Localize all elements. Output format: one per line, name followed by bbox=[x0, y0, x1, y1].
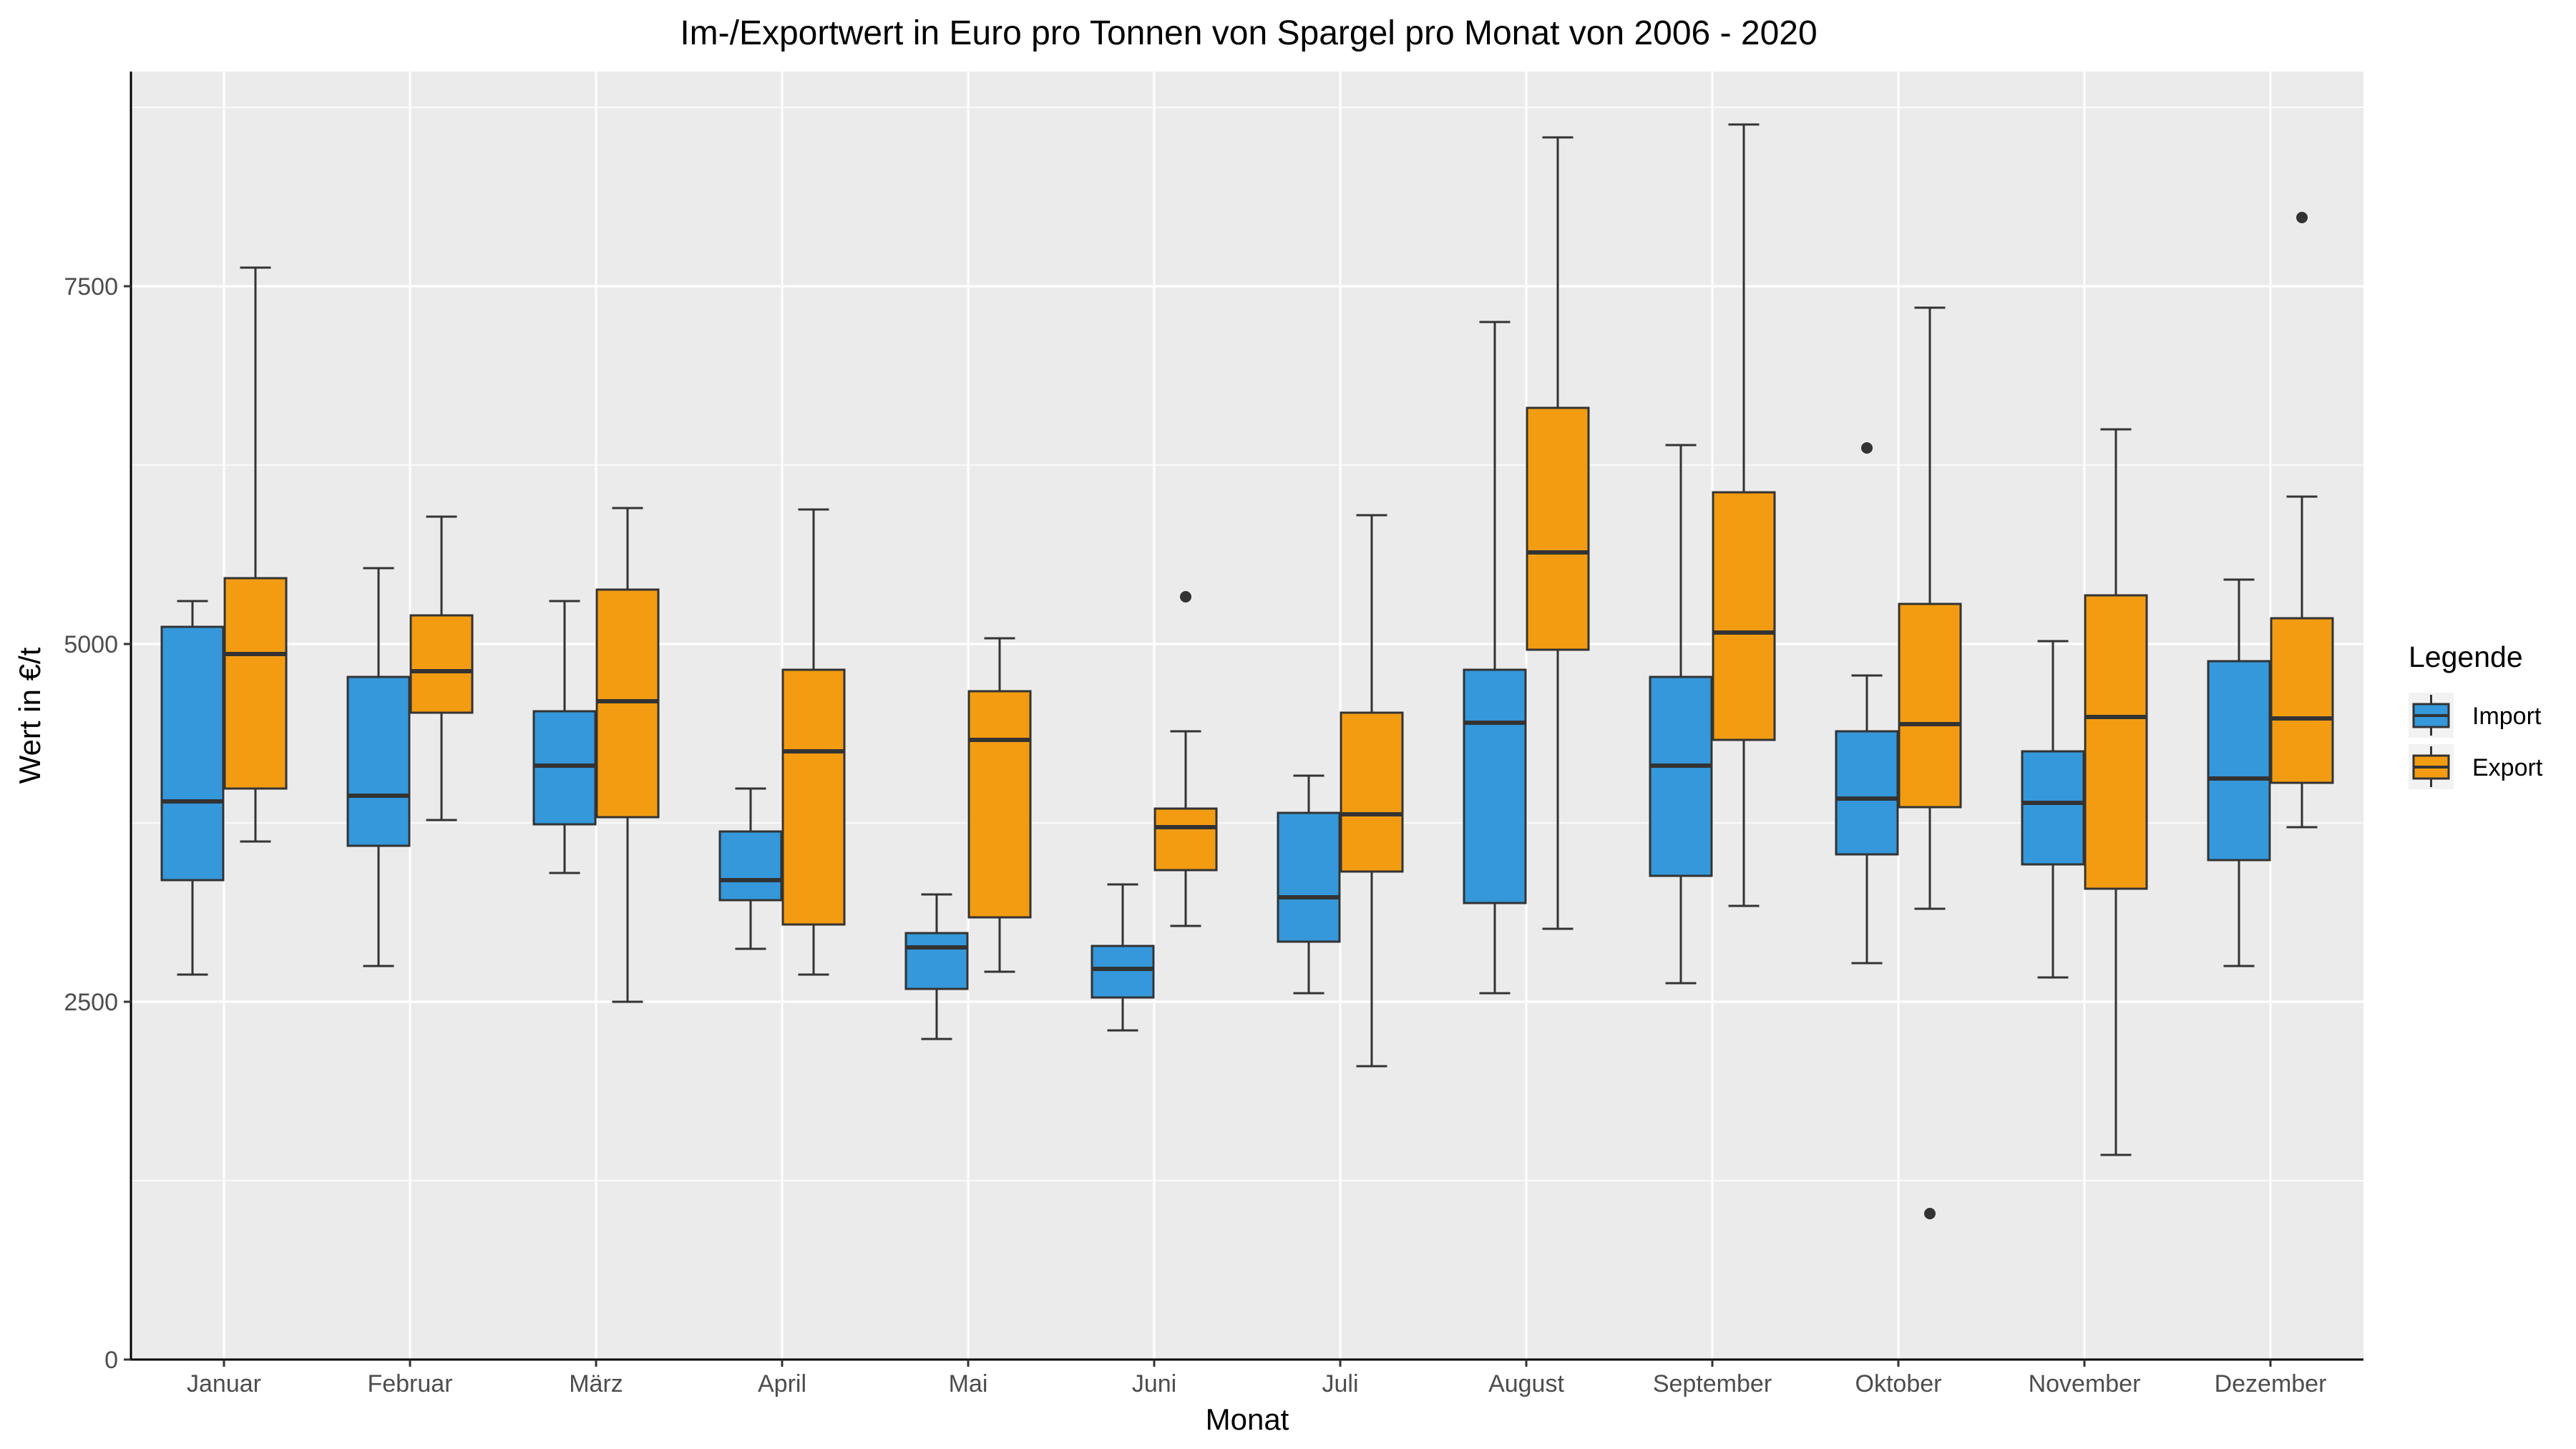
box-import-7 bbox=[1463, 321, 1527, 995]
box-import bbox=[1277, 811, 1341, 943]
box-import bbox=[2021, 750, 2085, 866]
legend-title: Legende bbox=[2409, 640, 2523, 673]
box-import-2 bbox=[532, 600, 597, 874]
outlier-point bbox=[1180, 591, 1191, 602]
box-import-8 bbox=[1649, 444, 1713, 985]
box-import bbox=[160, 625, 225, 882]
y-tick-label: 7500 bbox=[64, 273, 118, 301]
box-export bbox=[781, 668, 846, 926]
x-tick-label: November bbox=[2029, 1370, 2141, 1397]
box-import-5 bbox=[1091, 883, 1155, 1032]
box-export-11 bbox=[2270, 212, 2334, 829]
box-import bbox=[1091, 945, 1155, 999]
legend-items: Import Export bbox=[2409, 693, 2543, 789]
box-series bbox=[160, 123, 2334, 1219]
box-export-0 bbox=[223, 266, 288, 843]
box-import-4 bbox=[904, 893, 969, 1040]
outlier-point bbox=[2296, 212, 2308, 223]
box-import bbox=[1835, 730, 1899, 856]
x-tick-label: Oktober bbox=[1855, 1370, 1942, 1397]
box-export bbox=[967, 690, 1032, 919]
box-export-4 bbox=[967, 637, 1032, 973]
y-tick-label: 0 bbox=[104, 1347, 118, 1374]
x-tick-label: August bbox=[1488, 1370, 1564, 1397]
box-export bbox=[223, 577, 288, 790]
legend-item-import: Import bbox=[2409, 693, 2542, 738]
box-export bbox=[1898, 602, 1962, 809]
box-export-2 bbox=[595, 507, 660, 1003]
x-tick-label: März bbox=[569, 1370, 623, 1397]
legend-label: Import bbox=[2472, 703, 2542, 730]
box-export-9 bbox=[1898, 306, 1962, 1219]
box-export bbox=[1153, 807, 1218, 872]
legend: Legende Import Export bbox=[2409, 640, 2543, 789]
x-axis-ticks: Januar Februar März April Mai Juni Juli August S… bbox=[187, 1360, 2326, 1397]
x-tick-label: Juni bbox=[1132, 1370, 1176, 1397]
box-export bbox=[1712, 491, 1776, 741]
box-import bbox=[904, 932, 969, 990]
box-import-0 bbox=[160, 600, 225, 976]
box-export bbox=[1526, 406, 1590, 651]
box-export-10 bbox=[2084, 428, 2148, 1156]
box-export-7 bbox=[1526, 136, 1590, 930]
x-tick-label: Januar bbox=[187, 1370, 261, 1397]
box-import bbox=[2207, 660, 2271, 862]
box-import bbox=[718, 830, 783, 902]
x-tick-label: April bbox=[758, 1370, 806, 1397]
box-import-11 bbox=[2207, 578, 2271, 967]
plot-panel bbox=[131, 72, 2363, 1360]
chart-title: Im-/Exportwert in Euro pro Tonnen von Sp… bbox=[680, 14, 1817, 52]
box-import-1 bbox=[346, 567, 411, 967]
box-import bbox=[1463, 668, 1527, 904]
y-axis-title: Wert in €/t bbox=[13, 647, 47, 784]
box-import-6 bbox=[1277, 774, 1341, 995]
x-tick-label: September bbox=[1653, 1370, 1772, 1397]
box-export bbox=[409, 614, 474, 714]
x-tick-label: Mai bbox=[949, 1370, 988, 1397]
box-export bbox=[2084, 594, 2148, 890]
box-export-6 bbox=[1340, 514, 1404, 1068]
y-axis-ticks: 0 2500 5000 7500 bbox=[64, 273, 131, 1374]
x-tick-label: Juli bbox=[1322, 1370, 1358, 1397]
outlier-point bbox=[1924, 1208, 1936, 1219]
outlier-point bbox=[1861, 442, 1873, 454]
box-export bbox=[1340, 711, 1404, 873]
box-import bbox=[346, 675, 411, 847]
box-import-9 bbox=[1835, 442, 1899, 965]
box-import bbox=[1649, 675, 1713, 877]
y-tick-label: 5000 bbox=[64, 631, 118, 658]
box-export-8 bbox=[1712, 123, 1776, 907]
box-export-3 bbox=[781, 508, 846, 976]
legend-item-export: Export bbox=[2409, 744, 2543, 789]
box-import-10 bbox=[2021, 640, 2085, 979]
y-tick-label: 2500 bbox=[64, 989, 118, 1016]
box-export bbox=[2270, 617, 2334, 784]
legend-label: Export bbox=[2472, 754, 2543, 781]
box-export-1 bbox=[409, 515, 474, 821]
x-tick-label: Dezember bbox=[2215, 1370, 2327, 1397]
x-tick-label: Februar bbox=[367, 1370, 452, 1397]
box-import-3 bbox=[718, 787, 783, 950]
x-axis-title: Monat bbox=[1206, 1402, 1289, 1436]
box-export-5 bbox=[1153, 591, 1218, 927]
